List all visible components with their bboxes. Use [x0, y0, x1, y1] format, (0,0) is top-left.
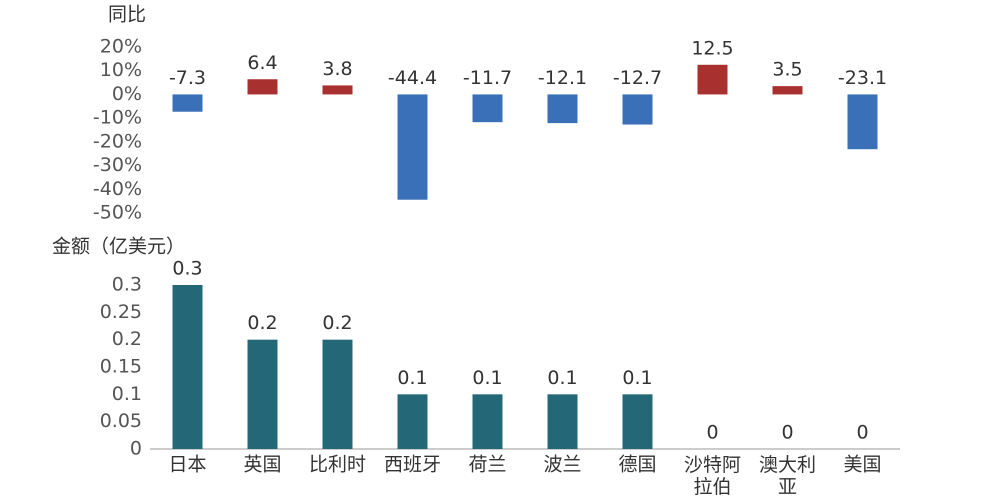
x-tick-label: 德国 — [618, 454, 656, 476]
x-tick-label: 英国 — [243, 454, 281, 476]
bar — [622, 94, 653, 125]
bar — [472, 94, 503, 123]
bar — [322, 339, 353, 449]
x-tick-label: 荷兰 — [468, 454, 506, 476]
bar — [172, 94, 203, 112]
label-line: 澳大利 — [759, 454, 816, 476]
bar — [697, 64, 728, 95]
x-tick-label: 日本 — [168, 454, 206, 476]
x-tick-label: 澳大利亚 — [759, 454, 816, 498]
bar — [547, 394, 578, 449]
data-label: 0 — [706, 422, 718, 444]
x-tick-label: 波兰 — [543, 454, 581, 476]
bar — [247, 79, 278, 95]
label-line: 拉伯 — [693, 476, 731, 498]
bar — [847, 94, 878, 150]
data-label: 12.5 — [691, 37, 733, 59]
x-tick-label: 西班牙 — [384, 454, 441, 476]
data-label: -44.4 — [388, 67, 437, 89]
y-tick-label: 10% — [100, 59, 142, 81]
bar — [772, 86, 803, 95]
y-tick-label: -40% — [93, 178, 142, 200]
bar — [247, 339, 278, 449]
bar — [622, 394, 653, 449]
y-tick-label: 0% — [112, 83, 142, 105]
x-tick-label: 比利时 — [309, 454, 366, 476]
y-tick-label: -10% — [93, 107, 142, 129]
y-tick-label: -20% — [93, 130, 142, 152]
y-tick-label: 0.05 — [100, 410, 142, 432]
label-line: 亚 — [778, 476, 797, 498]
y-tick-label: 0 — [130, 438, 142, 460]
data-label: -7.3 — [169, 67, 206, 89]
data-label: 0 — [856, 422, 868, 444]
x-tick-label: 美国 — [843, 454, 881, 476]
data-label: 3.5 — [772, 59, 802, 81]
bar — [397, 394, 428, 449]
chart-title: 金额（亿美元） — [52, 236, 185, 258]
y-tick-label: 0.25 — [100, 301, 142, 323]
data-label: 0.2 — [322, 312, 352, 334]
y-tick-label: 0.3 — [112, 274, 142, 296]
bar — [322, 85, 353, 95]
data-label: 0.3 — [172, 258, 202, 280]
data-label: -23.1 — [838, 67, 887, 89]
y-tick-label: -50% — [93, 202, 142, 224]
data-label: 0.1 — [472, 367, 502, 389]
data-label: 6.4 — [247, 52, 277, 74]
data-label: 0.1 — [547, 367, 577, 389]
bar — [397, 94, 428, 200]
y-tick-label: 0.2 — [112, 328, 142, 350]
label-line: 沙特阿 — [684, 454, 741, 476]
chart-title: 同比 — [108, 4, 146, 26]
data-label: 3.8 — [322, 58, 352, 80]
bar — [172, 285, 203, 449]
data-label: 0.1 — [622, 367, 652, 389]
data-label: 0.1 — [397, 367, 427, 389]
data-label: 0.2 — [247, 312, 277, 334]
bar — [547, 94, 578, 124]
bar — [472, 394, 503, 449]
y-tick-label: -30% — [93, 154, 142, 176]
data-label: 0 — [781, 422, 793, 444]
data-label: -12.7 — [613, 67, 662, 89]
data-label: -11.7 — [463, 67, 512, 89]
y-tick-label: 20% — [100, 36, 142, 58]
y-tick-label: 0.15 — [100, 356, 142, 378]
data-label: -12.1 — [538, 67, 587, 89]
y-tick-label: 0.1 — [112, 383, 142, 405]
x-tick-label: 沙特阿拉伯 — [684, 454, 741, 498]
